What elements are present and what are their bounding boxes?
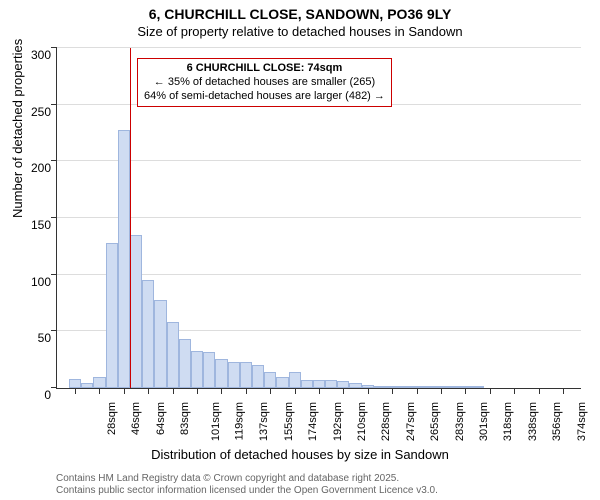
histogram-bar — [179, 339, 191, 388]
x-tick-label: 283sqm — [454, 402, 466, 441]
x-tick-label: 192sqm — [332, 402, 344, 441]
x-tick — [221, 388, 222, 394]
histogram-bar — [240, 362, 252, 388]
y-tick — [51, 330, 57, 331]
x-tick-label: 83sqm — [179, 402, 191, 435]
footer-copyright-1: Contains HM Land Registry data © Crown c… — [56, 473, 399, 484]
x-tick — [563, 388, 564, 394]
x-tick-label: 28sqm — [106, 402, 118, 435]
x-tick-label: 374sqm — [576, 402, 588, 441]
y-tick — [51, 217, 57, 218]
histogram-bar — [215, 359, 227, 388]
x-tick-label: 356sqm — [551, 402, 563, 441]
histogram-bar — [374, 386, 386, 388]
histogram-bar — [142, 280, 154, 388]
histogram-bar — [301, 380, 313, 388]
footer-copyright-2: Contains public sector information licen… — [56, 485, 438, 496]
x-tick — [417, 388, 418, 394]
histogram-bar — [337, 381, 349, 388]
x-tick — [539, 388, 540, 394]
y-tick — [51, 160, 57, 161]
y-tick — [51, 47, 57, 48]
x-tick — [441, 388, 442, 394]
x-axis-title: Distribution of detached houses by size … — [0, 447, 600, 462]
x-tick — [465, 388, 466, 394]
histogram-bar — [264, 372, 276, 388]
chart-title-main: 6, CHURCHILL CLOSE, SANDOWN, PO36 9LY — [0, 6, 600, 22]
x-tick — [295, 388, 296, 394]
histogram-bar — [93, 377, 105, 388]
x-tick-label: 137sqm — [259, 402, 271, 441]
x-tick — [75, 388, 76, 394]
x-tick — [270, 388, 271, 394]
histogram-bar — [447, 386, 459, 388]
histogram-bar — [191, 351, 203, 388]
x-tick — [343, 388, 344, 394]
histogram-bar — [349, 383, 361, 388]
histogram-bar — [106, 243, 118, 388]
x-tick-label: 174sqm — [307, 402, 319, 441]
chart-container: 6, CHURCHILL CLOSE, SANDOWN, PO36 9LY Si… — [0, 0, 600, 500]
annotation-line: 6 CHURCHILL CLOSE: 74sqm — [144, 62, 385, 76]
histogram-bar — [471, 386, 483, 388]
histogram-bar — [81, 383, 93, 388]
annotation-box: 6 CHURCHILL CLOSE: 74sqm← 35% of detache… — [137, 58, 392, 107]
plot-area: 05010015020025030028sqm46sqm64sqm83sqm10… — [56, 48, 581, 389]
histogram-bar — [203, 352, 215, 388]
x-tick — [490, 388, 491, 394]
x-tick-label: 64sqm — [155, 402, 167, 435]
chart-title-sub: Size of property relative to detached ho… — [0, 24, 600, 39]
x-tick — [197, 388, 198, 394]
gridline — [57, 217, 581, 218]
x-tick-label: 228sqm — [381, 402, 393, 441]
histogram-bar — [423, 386, 435, 388]
x-tick — [173, 388, 174, 394]
gridline — [57, 47, 581, 48]
histogram-bar — [398, 386, 410, 388]
x-tick — [99, 388, 100, 394]
histogram-bar — [289, 372, 301, 388]
histogram-bar — [69, 379, 81, 388]
histogram-bar — [252, 365, 264, 388]
x-tick-label: 265sqm — [429, 402, 441, 441]
x-tick — [392, 388, 393, 394]
marker-line — [130, 48, 131, 388]
x-tick — [319, 388, 320, 394]
histogram-bar — [154, 300, 166, 388]
annotation-line: ← 35% of detached houses are smaller (26… — [144, 76, 385, 90]
histogram-bar — [325, 380, 337, 388]
y-axis-title: Number of detached properties — [10, 39, 25, 218]
gridline — [57, 160, 581, 161]
x-tick-label: 155sqm — [283, 402, 295, 441]
x-tick-label: 301sqm — [478, 402, 490, 441]
x-tick — [124, 388, 125, 394]
x-tick-label: 119sqm — [233, 402, 245, 440]
x-tick-label: 101sqm — [210, 402, 222, 441]
x-tick-label: 338sqm — [527, 402, 539, 441]
x-tick — [368, 388, 369, 394]
histogram-bar — [118, 130, 130, 388]
histogram-bar — [228, 362, 240, 388]
histogram-bar — [313, 380, 325, 388]
histogram-bar — [276, 377, 288, 388]
y-tick — [51, 104, 57, 105]
y-tick — [51, 387, 57, 388]
histogram-bar — [130, 235, 142, 388]
x-tick-label: 318sqm — [502, 402, 514, 441]
x-tick-label: 210sqm — [356, 402, 368, 441]
x-tick-label: 46sqm — [131, 402, 143, 435]
x-tick — [514, 388, 515, 394]
x-tick — [148, 388, 149, 394]
histogram-bar — [167, 322, 179, 388]
x-tick — [246, 388, 247, 394]
y-tick — [51, 274, 57, 275]
x-tick-label: 247sqm — [405, 402, 417, 441]
annotation-line: 64% of semi-detached houses are larger (… — [144, 90, 385, 104]
